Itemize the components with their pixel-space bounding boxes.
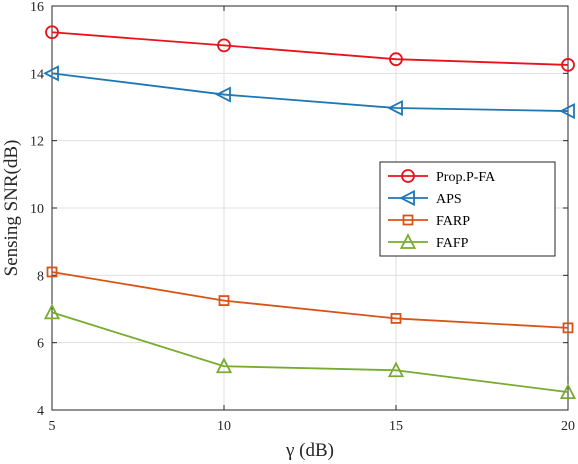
data-point-aps	[43, 65, 59, 82]
series-farp	[46, 266, 574, 334]
legend-marker	[399, 233, 417, 249]
y-tick-label: 4	[37, 404, 44, 419]
legend-box	[379, 161, 556, 257]
data-point-prop-p-fa	[45, 25, 59, 40]
legend-item-farp: FARP	[388, 214, 470, 229]
series-line-farp	[51, 271, 569, 329]
legend-marker	[399, 189, 415, 207]
x-tick-label: 15	[389, 419, 403, 434]
data-point-fafp	[215, 357, 233, 374]
data-point-prop-p-fa	[217, 38, 231, 53]
data-point-aps	[559, 102, 575, 120]
data-point-prop-p-fa	[561, 58, 575, 72]
y-axis-label: Sensing SNR(dB)	[1, 140, 22, 277]
data-point-farp	[562, 322, 574, 334]
data-point-fafp	[43, 303, 61, 320]
series-line-fafp	[51, 311, 569, 394]
data-point-aps	[215, 86, 231, 103]
legend-label: FAFP	[436, 236, 469, 251]
legend-label: FARP	[436, 214, 470, 229]
data-point-farp	[390, 313, 402, 324]
y-tick-label: 12	[30, 135, 44, 150]
series-line-prop-p-fa	[51, 31, 569, 66]
legend-marker	[402, 214, 414, 226]
data-point-fafp	[559, 383, 577, 400]
legend-item-fafp: FAFP	[388, 233, 469, 251]
series-aps	[43, 65, 575, 120]
legend: Prop.P-FA APS FARP FAFP	[379, 161, 556, 257]
data-point-aps	[387, 99, 403, 117]
axis-ticks: 5 10 15 20 4 6 8 10 12 14 16	[30, 0, 575, 434]
series-prop-p-fa	[45, 25, 575, 72]
legend-marker	[401, 169, 415, 183]
data-point-fafp	[387, 361, 405, 378]
data-point-farp	[218, 295, 230, 306]
x-tick-label: 5	[49, 419, 56, 434]
data-point-prop-p-fa	[389, 52, 403, 67]
y-tick-label: 8	[37, 269, 44, 284]
x-tick-label: 20	[561, 419, 575, 434]
legend-item-aps: APS	[388, 189, 462, 207]
series-line-aps	[51, 72, 569, 112]
x-axis-label: γ (dB)	[285, 440, 334, 461]
y-tick-label: 10	[30, 202, 44, 217]
y-tick-label: 16	[30, 0, 44, 15]
y-tick-label: 14	[30, 67, 44, 82]
y-tick-label: 6	[37, 337, 44, 352]
series-layer	[43, 25, 577, 400]
legend-label: Prop.P-FA	[436, 170, 496, 185]
legend-item-prop-p-fa: Prop.P-FA	[388, 169, 496, 185]
legend-label: APS	[436, 192, 462, 207]
x-tick-label: 10	[217, 419, 231, 434]
series-fafp	[43, 303, 577, 400]
data-point-farp	[46, 266, 58, 278]
